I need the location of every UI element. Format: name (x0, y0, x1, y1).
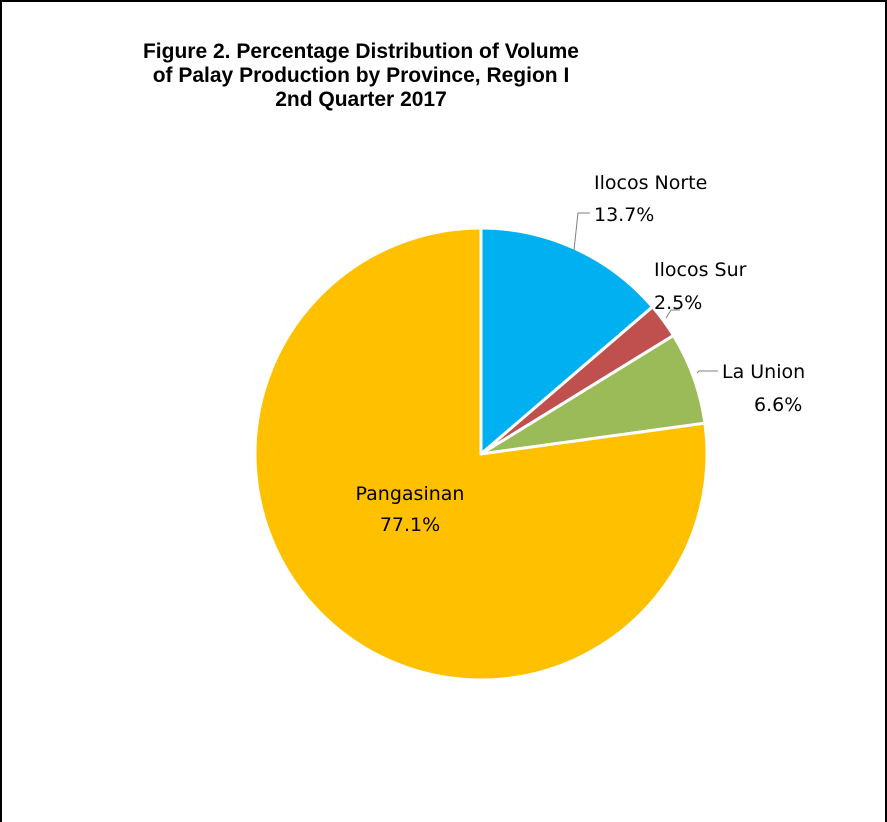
pie-slices (253, 226, 709, 682)
leader-line-ilocos-sur (665, 309, 680, 319)
pie-slice-ilocos-norte (479, 226, 655, 456)
slice-value-label-la-union: 6.6% (754, 394, 802, 416)
leader-line-la-union (696, 370, 718, 374)
slice-value-label-ilocos-sur: 2.5% (654, 292, 702, 314)
slice-name-label-ilocos-norte: Ilocos Norte (594, 172, 707, 194)
slice-value-label-ilocos-norte: 13.7% (594, 204, 654, 226)
chart-title-line-3: 2nd Quarter 2017 (275, 88, 447, 111)
data-labels: Ilocos Norte 13.7% Ilocos Sur 2.5% La Union 6… (356, 172, 806, 536)
slice-value-label-pangasinan: 77.1% (380, 514, 440, 536)
chart-title-line-1: Figure 2. Percentage Distribution of Vol… (142, 40, 579, 63)
chart-title: Figure 2. Percentage Distribution of Vol… (96, 40, 626, 112)
slice-name-label-pangasinan: Pangasinan (356, 483, 465, 505)
leader-line-ilocos-norte (573, 212, 590, 251)
slice-name-label-la-union: La Union (722, 361, 805, 383)
slice-name-label-ilocos-sur: Ilocos Sur (654, 259, 747, 281)
leader-lines (573, 212, 718, 374)
chart-title-line-2: of Palay Production by Province, Region … (152, 64, 570, 87)
pie-slice-pangasinan (253, 226, 709, 682)
